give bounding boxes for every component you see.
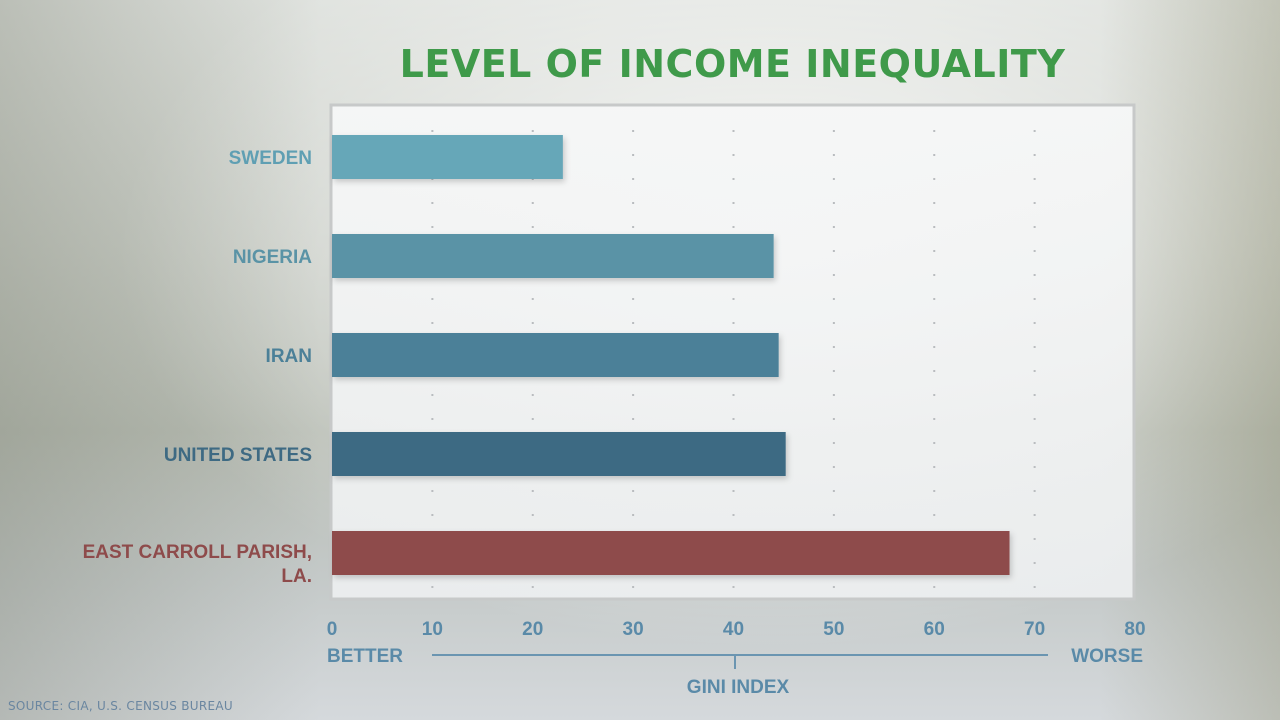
bar [332, 135, 563, 179]
better-label: BETTER [327, 646, 403, 667]
x-tick-labels: 0 10 20 30 40 50 60 70 80 [327, 619, 1146, 640]
category-label: IRAN [266, 346, 312, 367]
bar [332, 333, 779, 377]
x-tick-label: 10 [422, 619, 443, 640]
category-label: NIGERIA [233, 247, 312, 268]
x-tick-label: 30 [623, 619, 644, 640]
bars-layer [332, 135, 1010, 575]
bar [332, 234, 774, 278]
worse-label: WORSE [1071, 646, 1143, 667]
x-tick-label: 50 [823, 619, 844, 640]
gini-scale: BETTER WORSE GINI INDEX [327, 646, 1143, 698]
bar [332, 531, 1010, 575]
x-axis-label: GINI INDEX [687, 677, 790, 698]
category-label: EAST CARROLL PARISH, LA. [83, 542, 312, 587]
source-note: SOURCE: CIA, U.S. CENSUS BUREAU [8, 699, 234, 713]
x-tick-label: 60 [924, 619, 945, 640]
x-tick-label: 20 [522, 619, 543, 640]
x-tick-label: 40 [723, 619, 744, 640]
category-label: UNITED STATES [164, 445, 312, 466]
x-tick-label: 70 [1024, 619, 1045, 640]
category-labels: SWEDEN NIGERIA IRAN UNITED STATES EAST CARRO… [83, 148, 313, 587]
bar [332, 432, 786, 476]
x-tick-label: 80 [1124, 619, 1145, 640]
background-left-shade [0, 0, 320, 720]
x-tick-label: 0 [327, 619, 338, 640]
category-label: SWEDEN [229, 148, 312, 169]
chart-title: LEVEL OF INCOME INEQUALITY [399, 42, 1066, 86]
